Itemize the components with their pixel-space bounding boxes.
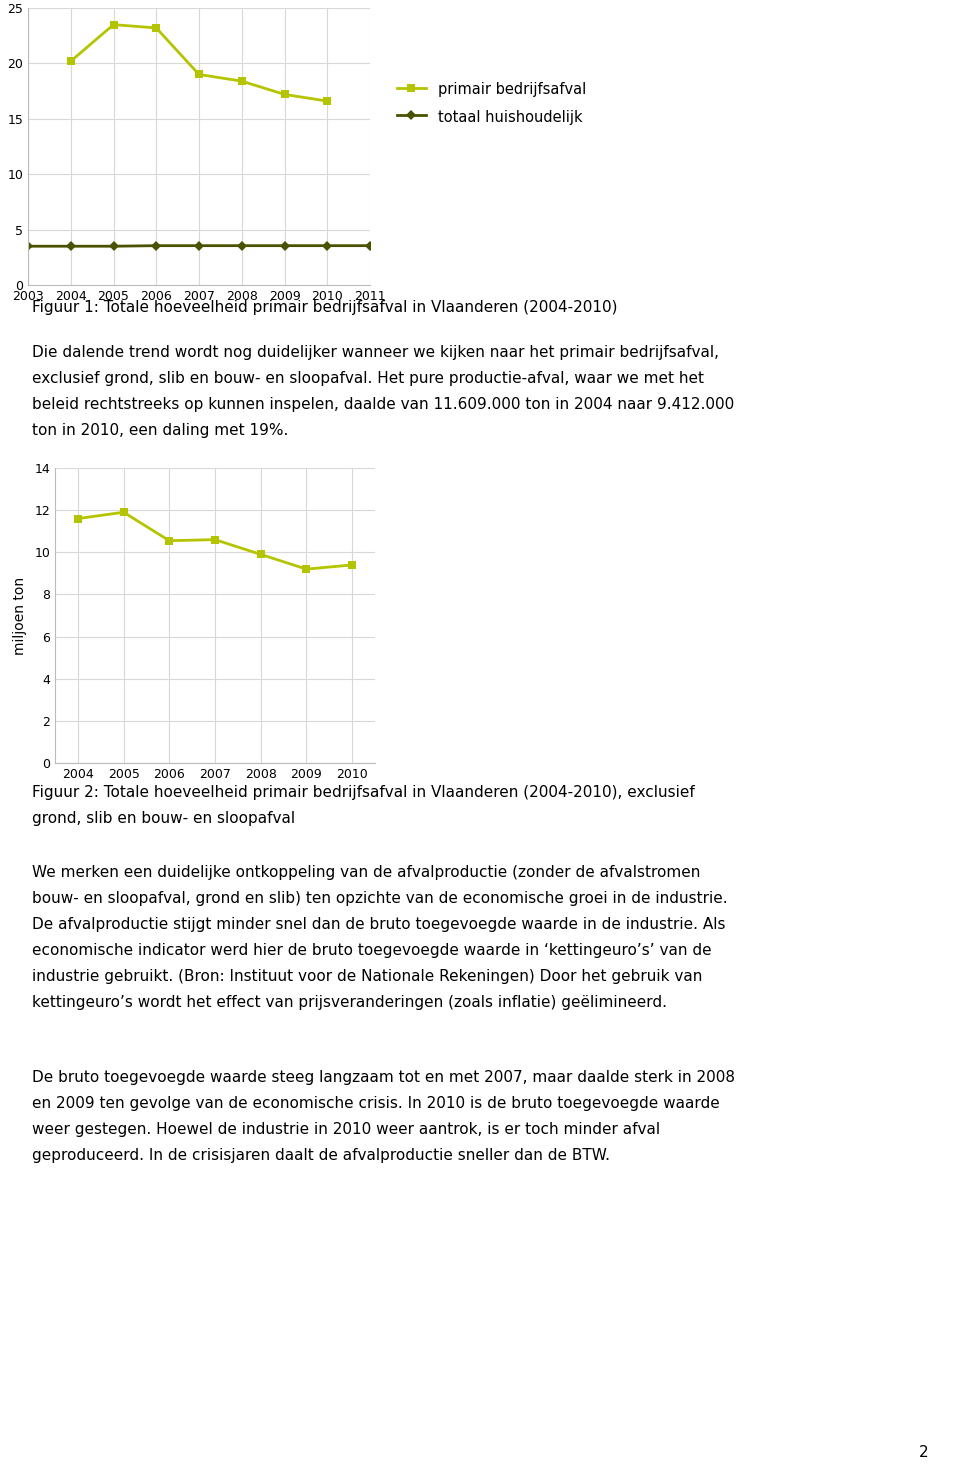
Text: en 2009 ten gevolge van de economische crisis. In 2010 is de bruto toegevoegde w: en 2009 ten gevolge van de economische c…: [32, 1097, 719, 1112]
Text: economische indicator werd hier de bruto toegevoegde waarde in ‘kettingeuro’s’ v: economische indicator werd hier de bruto…: [32, 942, 711, 959]
Text: De bruto toegevoegde waarde steeg langzaam tot en met 2007, maar daalde sterk in: De bruto toegevoegde waarde steeg langza…: [32, 1070, 734, 1085]
Legend: primair bedrijfsafval, totaal huishoudelijk: primair bedrijfsafval, totaal huishoudel…: [391, 76, 591, 131]
Text: exclusief grond, slib en bouw- en sloopafval. Het pure productie-afval, waar we : exclusief grond, slib en bouw- en sloopa…: [32, 371, 704, 386]
Text: grond, slib en bouw- en sloopafval: grond, slib en bouw- en sloopafval: [32, 810, 295, 827]
Text: We merken een duidelijke ontkoppeling van de afvalproductie (zonder de afvalstro: We merken een duidelijke ontkoppeling va…: [32, 865, 700, 880]
Text: beleid rechtstreeks op kunnen inspelen, daalde van 11.609.000 ton in 2004 naar 9: beleid rechtstreeks op kunnen inspelen, …: [32, 398, 734, 413]
Text: industrie gebruikt. (Bron: Instituut voor de Nationale Rekeningen) Door het gebr: industrie gebruikt. (Bron: Instituut voo…: [32, 969, 702, 984]
Text: kettingeuro’s wordt het effect van prijsveranderingen (zoals inflatie) geëlimine: kettingeuro’s wordt het effect van prijs…: [32, 994, 666, 1011]
Text: ton in 2010, een daling met 19%.: ton in 2010, een daling met 19%.: [32, 423, 288, 438]
Text: 2: 2: [919, 1445, 928, 1460]
Y-axis label: miljoen ton: miljoen ton: [13, 576, 27, 654]
Text: Figuur 2: Totale hoeveelheid primair bedrijfsafval in Vlaanderen (2004-2010), ex: Figuur 2: Totale hoeveelheid primair bed…: [32, 785, 694, 800]
Text: weer gestegen. Hoewel de industrie in 2010 weer aantrok, is er toch minder afval: weer gestegen. Hoewel de industrie in 20…: [32, 1122, 660, 1137]
Text: Figuur 1: Totale hoeveelheid primair bedrijfsafval in Vlaanderen (2004-2010): Figuur 1: Totale hoeveelheid primair bed…: [32, 300, 617, 315]
Text: De afvalproductie stijgt minder snel dan de bruto toegevoegde waarde in de indus: De afvalproductie stijgt minder snel dan…: [32, 917, 725, 932]
Text: geproduceerd. In de crisisjaren daalt de afvalproductie sneller dan de BTW.: geproduceerd. In de crisisjaren daalt de…: [32, 1149, 610, 1163]
Text: Die dalende trend wordt nog duidelijker wanneer we kijken naar het primair bedri: Die dalende trend wordt nog duidelijker …: [32, 344, 719, 361]
Text: bouw- en sloopafval, grond en slib) ten opzichte van de economische groei in de : bouw- en sloopafval, grond en slib) ten …: [32, 890, 728, 907]
